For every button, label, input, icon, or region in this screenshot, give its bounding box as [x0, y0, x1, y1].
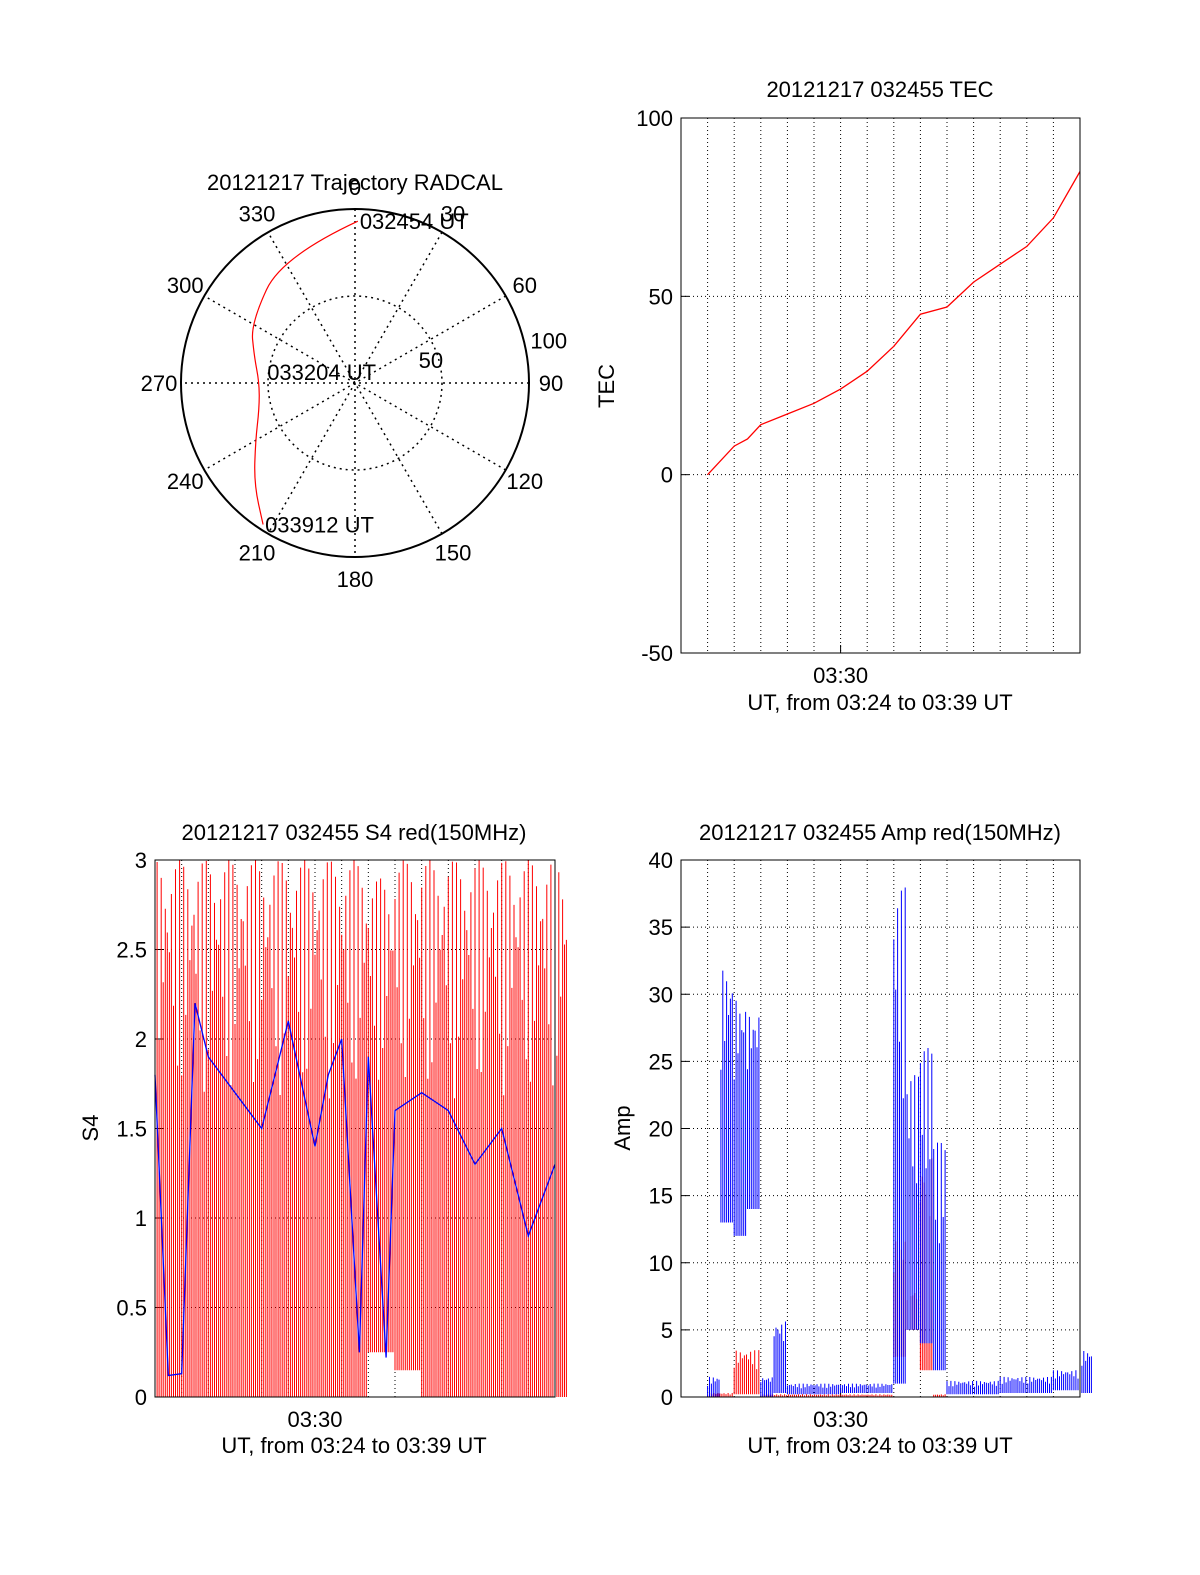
polar-angle-label: 150 — [435, 541, 472, 566]
trajectory-title: 20121217 Trajectory RADCAL — [207, 170, 503, 195]
polar-angle-label: 240 — [167, 469, 204, 494]
y-tick-label: 0 — [661, 463, 673, 488]
polar-time-annotation: 033204 UT — [267, 360, 376, 385]
polar-trajectory-line — [251, 220, 359, 525]
polar-angle-labels: 0 30 60 90 120 150 180 210 240 270 300 330 — [141, 175, 564, 592]
tec-line-chart: 20121217 032455 TEC TEC UT, from 03:24 t… — [594, 77, 1081, 715]
y-tick-label: 0 — [135, 1385, 147, 1410]
y-tick-label: 0.5 — [116, 1296, 147, 1321]
x-tick-label: 03:30 — [813, 1407, 868, 1432]
y-tick-label: 15 — [649, 1184, 673, 1209]
polar-grid — [180, 208, 530, 558]
polar-angle-label: 270 — [141, 371, 178, 396]
y-tick-label: 50 — [649, 284, 673, 309]
polar-radial-labels: 50 100 — [419, 329, 567, 373]
amp-xlabel: UT, from 03:24 to 03:39 UT — [747, 1433, 1012, 1458]
y-tick-label: 40 — [649, 848, 673, 873]
y-tick-label: 1 — [135, 1206, 147, 1231]
amp-line-chart: 20121217 032455 Amp red(150MHz) Amp UT, … — [610, 820, 1092, 1458]
trajectory-polar-plot: 20121217 Trajectory RADCAL 0 30 60 90 120 150… — [141, 170, 567, 592]
y-tick-label: 0 — [661, 1385, 673, 1410]
series-envelope-blue — [707, 887, 1092, 1397]
s4-plot-area: 0 0.5 1 1.5 2 2.5 3 03:30 — [116, 848, 567, 1432]
polar-trajectory-series — [251, 220, 359, 525]
y-tick-label: 5 — [661, 1318, 673, 1343]
tec-ylabel: TEC — [594, 364, 619, 408]
x-tick-label: 03:30 — [287, 1407, 342, 1432]
y-tick-label: -50 — [641, 641, 673, 666]
x-tick-label: 03:30 — [813, 663, 868, 688]
polar-angle-label: 0 — [349, 175, 361, 200]
y-tick-label: 100 — [636, 106, 673, 131]
y-tick-label: 25 — [649, 1049, 673, 1074]
y-tick-label: 2 — [135, 1027, 147, 1052]
polar-time-annotations: 032454 UT 033204 UT 033912 UT — [265, 209, 469, 537]
tec-plot-area: -50 0 50 100 03:30 — [636, 106, 1081, 688]
s4-xlabel: UT, from 03:24 to 03:39 UT — [221, 1433, 486, 1458]
s4-line-chart: 20121217 032455 S4 red(150MHz) S4 UT, fr… — [78, 820, 567, 1458]
polar-angle-label: 300 — [167, 273, 204, 298]
polar-radial-label: 50 — [419, 348, 443, 373]
plot-frame — [680, 859, 1081, 1398]
plot-frame — [680, 117, 1081, 654]
y-tick-label: 35 — [649, 915, 673, 940]
plot-frame — [154, 859, 556, 1398]
y-tick-label: 30 — [649, 982, 673, 1007]
series-line-red — [707, 171, 1081, 476]
polar-angle-label: 210 — [239, 541, 276, 566]
tec-title: 20121217 032455 TEC — [766, 77, 993, 102]
tec-xlabel: UT, from 03:24 to 03:39 UT — [747, 690, 1012, 715]
polar-angle-label: 330 — [239, 201, 276, 226]
y-tick-label: 20 — [649, 1117, 673, 1142]
y-tick-label: 10 — [649, 1251, 673, 1276]
y-tick-label: 2.5 — [116, 938, 147, 963]
polar-grid-circle — [267, 295, 443, 471]
polar-time-annotation: 033912 UT — [265, 513, 374, 538]
s4-title: 20121217 032455 S4 red(150MHz) — [182, 820, 527, 845]
y-tick-label: 3 — [135, 848, 147, 873]
polar-angle-label: 60 — [512, 273, 536, 298]
polar-angle-label: 180 — [337, 567, 374, 592]
amp-title: 20121217 032455 Amp red(150MHz) — [699, 820, 1061, 845]
polar-time-annotation: 032454 UT — [360, 209, 469, 234]
amp-plot-area: 0 5 10 15 20 25 30 35 40 03:30 — [649, 848, 1092, 1432]
polar-angle-label: 90 — [539, 371, 563, 396]
polar-angle-label: 120 — [506, 469, 543, 494]
y-tick-label: 1.5 — [116, 1117, 147, 1142]
polar-angle-label: 30 — [441, 201, 465, 226]
s4-ylabel: S4 — [78, 1115, 103, 1142]
series-line-blue — [154, 1003, 556, 1377]
amp-ylabel: Amp — [610, 1105, 635, 1150]
polar-spoke — [267, 231, 443, 535]
polar-radial-label: 100 — [530, 329, 567, 354]
